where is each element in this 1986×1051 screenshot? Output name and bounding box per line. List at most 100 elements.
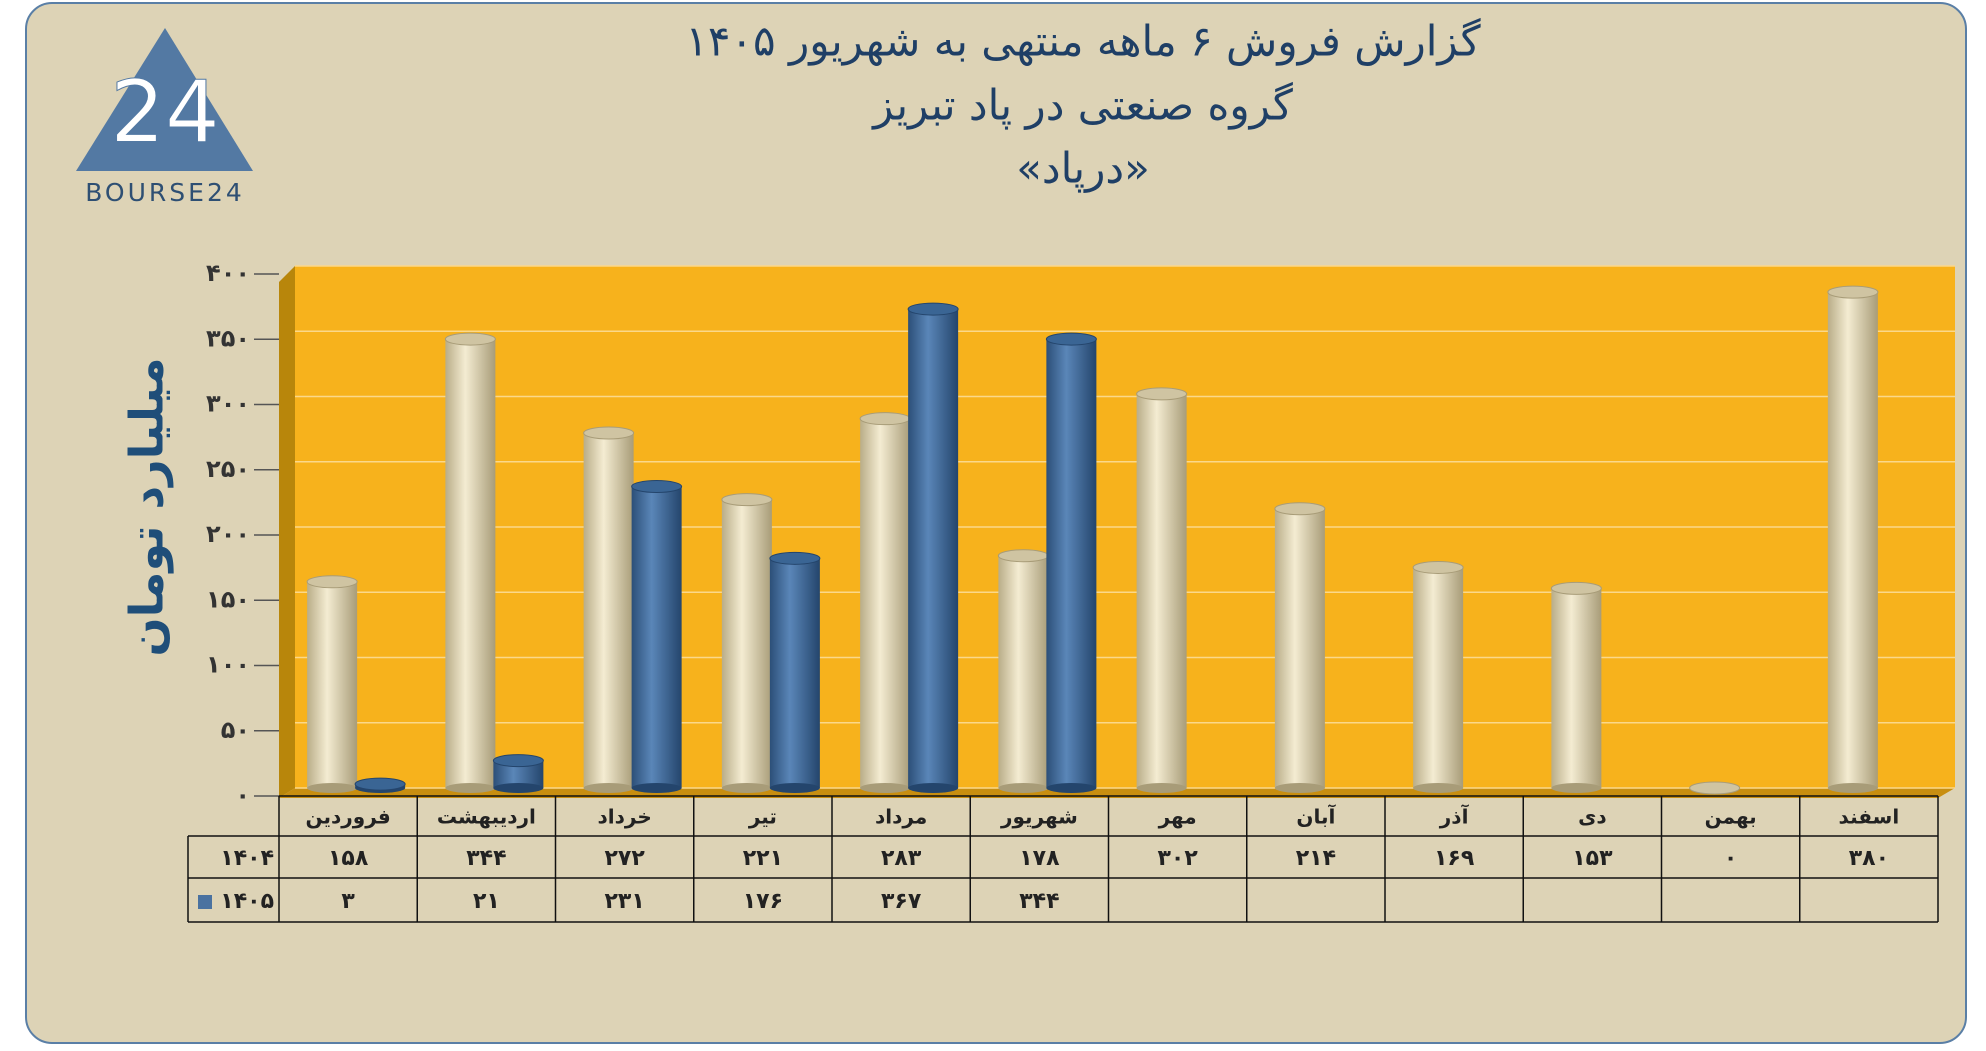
table-value: ۳۴۴ bbox=[1019, 889, 1059, 914]
table-value: ۱۷۶ bbox=[743, 889, 783, 914]
table-value: ۰ bbox=[1724, 846, 1737, 871]
table-value: ۳۰۲ bbox=[1157, 846, 1198, 871]
x-tick-label: آبان bbox=[1296, 804, 1336, 829]
bar-bottom bbox=[631, 783, 682, 793]
legend-label: ۱۴۰۴ bbox=[220, 846, 274, 871]
bar-top bbox=[583, 426, 635, 440]
table-value: ۲۳۱ bbox=[604, 889, 644, 914]
bar-bottom bbox=[445, 783, 496, 793]
bar bbox=[1551, 588, 1602, 788]
bar-bottom bbox=[583, 783, 634, 793]
bar-top bbox=[492, 754, 544, 768]
bar-top bbox=[444, 332, 496, 346]
bar bbox=[998, 555, 1049, 788]
bar-top bbox=[1045, 332, 1097, 346]
bar-bottom bbox=[998, 783, 1049, 793]
x-tick-label: اردیبهشت bbox=[437, 805, 536, 829]
table-value: ۱۷۸ bbox=[1019, 846, 1060, 871]
table-value: ۳۶۷ bbox=[881, 889, 922, 914]
table-value: ۲۸۳ bbox=[881, 846, 922, 871]
bar-bottom bbox=[1827, 783, 1878, 793]
x-tick-label: دی bbox=[1578, 805, 1607, 829]
bar-top bbox=[997, 549, 1049, 563]
company-name: «درپاد» bbox=[1016, 144, 1150, 194]
bar-top bbox=[1412, 560, 1464, 574]
y-tick-label: ۳۵۰ bbox=[206, 324, 250, 352]
y-axis-label: میلیارد تومان bbox=[120, 357, 174, 656]
x-tick-label: اسفند bbox=[1839, 805, 1900, 829]
table-value: ۳۴۴ bbox=[466, 846, 506, 871]
y-tick-label: ۰ bbox=[235, 781, 250, 809]
table-value: ۱۶۹ bbox=[1434, 846, 1474, 871]
table-value: ۲۱ bbox=[473, 889, 500, 914]
bar-top bbox=[354, 777, 406, 791]
y-tick-label: ۵۰ bbox=[221, 716, 250, 744]
bar-top bbox=[1274, 502, 1326, 516]
table-value: ۳ bbox=[341, 889, 355, 914]
bar bbox=[583, 433, 634, 788]
table-value: ۳۸۰ bbox=[1849, 846, 1889, 871]
bar-top bbox=[1136, 387, 1188, 401]
bar-bottom bbox=[1046, 783, 1097, 793]
bar bbox=[721, 499, 772, 788]
bar bbox=[307, 581, 358, 788]
bar bbox=[445, 339, 496, 788]
bar bbox=[1413, 567, 1464, 788]
bar-bottom bbox=[860, 783, 911, 793]
bar-top bbox=[306, 575, 358, 589]
bar bbox=[631, 486, 682, 788]
bar-top bbox=[907, 302, 959, 316]
y-tick-label: ۳۰۰ bbox=[206, 390, 250, 418]
x-tick-label: شهریور bbox=[1000, 805, 1078, 829]
x-tick-label: فروردین bbox=[305, 805, 390, 829]
y-tick-label: ۲۰۰ bbox=[206, 520, 250, 548]
bar-bottom bbox=[1413, 783, 1464, 793]
bar-bottom bbox=[1551, 783, 1602, 793]
bar bbox=[1046, 339, 1097, 788]
x-tick-label: مرداد bbox=[875, 805, 927, 829]
logo-text: BOURSE24 bbox=[85, 178, 245, 207]
table-value: ۲۱۴ bbox=[1296, 846, 1336, 871]
x-tick-label: مهر bbox=[1158, 805, 1197, 829]
bar-top bbox=[631, 480, 683, 494]
logo-triangle bbox=[76, 28, 253, 171]
bar-bottom bbox=[769, 783, 820, 793]
bar-top bbox=[859, 412, 911, 426]
bar-top bbox=[1689, 781, 1741, 795]
x-tick-label: بهمن bbox=[1705, 805, 1757, 829]
bar-top bbox=[721, 493, 773, 507]
bar-bottom bbox=[493, 783, 544, 793]
bar-top bbox=[1550, 581, 1602, 595]
x-tick-label: تیر bbox=[748, 805, 777, 829]
chart-subtitle: گروه صنعتی در پاد تبریز bbox=[871, 81, 1293, 131]
bar bbox=[1274, 508, 1325, 788]
y-tick-label: ۲۵۰ bbox=[206, 455, 250, 483]
table-value: ۲۷۲ bbox=[604, 846, 645, 871]
legend-label: ۱۴۰۵ bbox=[220, 889, 274, 914]
bar bbox=[769, 558, 820, 788]
table-value: ۱۵۸ bbox=[328, 846, 369, 871]
bar-top bbox=[1827, 285, 1879, 299]
bar bbox=[860, 418, 911, 788]
bar-bottom bbox=[307, 783, 358, 793]
x-tick-label: آذر bbox=[1439, 804, 1470, 829]
x-tick-label: خرداد bbox=[598, 805, 652, 829]
bar-top bbox=[769, 551, 821, 565]
table-value: ۲۲۱ bbox=[743, 846, 783, 871]
bar-bottom bbox=[721, 783, 772, 793]
bar bbox=[908, 309, 959, 788]
bar-bottom bbox=[1136, 783, 1187, 793]
side-wall bbox=[279, 266, 295, 798]
y-tick-label: ۱۰۰ bbox=[206, 651, 250, 679]
legend-swatch bbox=[198, 895, 212, 909]
bar-bottom bbox=[908, 783, 959, 793]
y-tick-label: ۱۵۰ bbox=[206, 585, 250, 613]
table-value: ۱۵۳ bbox=[1572, 846, 1613, 871]
logo-mark: 24 bbox=[110, 62, 219, 162]
y-tick-label: ۴۰۰ bbox=[206, 259, 250, 287]
bar bbox=[1136, 393, 1187, 788]
bar-bottom bbox=[1274, 783, 1325, 793]
bar bbox=[1827, 292, 1878, 788]
chart-title: گزارش فروش ۶ ماهه منتهی به شهریور ۱۴۰۵ bbox=[685, 17, 1480, 67]
